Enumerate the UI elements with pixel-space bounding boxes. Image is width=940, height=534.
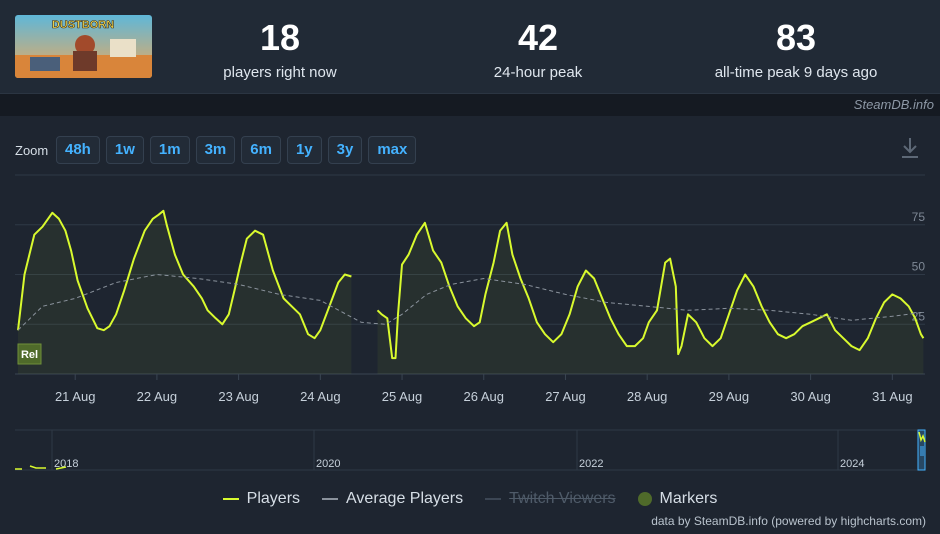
stat-label: players right now xyxy=(223,64,337,81)
stat-24h-peak: 42 24-hour peak xyxy=(428,17,648,82)
stat-label: all-time peak 9 days ago xyxy=(714,64,878,81)
navigator-tick-label: 2022 xyxy=(579,458,603,470)
y-tick-label: 50 xyxy=(912,260,926,274)
navigator-series-line xyxy=(15,465,67,470)
game-art-image: DUSTBORN xyxy=(15,15,152,78)
zoom-max-button[interactable]: max xyxy=(368,136,417,164)
x-tick-label: 30 Aug xyxy=(790,389,831,404)
game-thumbnail[interactable]: DUSTBORN xyxy=(15,15,152,78)
x-tick-label: 22 Aug xyxy=(137,389,178,404)
legend-players-swatch xyxy=(222,498,239,500)
x-tick-label: 21 Aug xyxy=(55,389,96,404)
x-tick-label: 29 Aug xyxy=(709,389,750,404)
zoom-1w-button[interactable]: 1w xyxy=(105,136,144,164)
steamdb-credit[interactable]: SteamDB.info xyxy=(853,97,934,112)
legend-markers-dot xyxy=(637,492,652,506)
navigator-grip-icon xyxy=(920,446,924,456)
stats-bar: DUSTBORN 18 players right now 42 24-hour… xyxy=(0,0,940,94)
navigator-tick-label: 2020 xyxy=(316,458,340,470)
players-line xyxy=(17,209,352,340)
zoom-1m-button[interactable]: 1m xyxy=(149,136,190,164)
release-marker xyxy=(17,343,42,365)
navigator-tick-label: 2024 xyxy=(840,458,864,470)
zoom-buttons: 48h 1w 1m 3m 6m 1y 3y max xyxy=(56,136,417,164)
x-tick-label: 25 Aug xyxy=(382,389,423,404)
players-area xyxy=(18,210,352,374)
legend-average-swatch xyxy=(322,498,339,500)
legend-markers-label: Markers xyxy=(659,490,718,507)
x-tick-label: 26 Aug xyxy=(464,389,505,404)
legend: Players Average Players Twitch Viewers M… xyxy=(0,490,940,508)
x-tick-label: 24 Aug xyxy=(300,389,341,404)
legend-average-label: Average Players xyxy=(346,490,464,507)
stat-value: 18 xyxy=(259,17,301,58)
svg-text:DUSTBORN: DUSTBORN xyxy=(52,19,114,31)
x-tick-label: 23 Aug xyxy=(218,389,259,404)
players-area xyxy=(377,222,924,374)
download-icon[interactable] xyxy=(900,136,920,160)
data-credit[interactable]: data by SteamDB.info (powered by highcha… xyxy=(651,514,926,528)
legend-markers[interactable]: Markers xyxy=(637,490,718,508)
y-tick-label: 75 xyxy=(912,210,926,224)
x-tick-label: 31 Aug xyxy=(872,389,913,404)
x-tick-label: 27 Aug xyxy=(545,389,586,404)
stat-label: 24-hour peak xyxy=(493,64,583,81)
stat-value: 83 xyxy=(775,17,817,58)
zoom-1y-button[interactable]: 1y xyxy=(286,136,322,164)
stat-all-time-peak: 83 all-time peak 9 days ago xyxy=(686,17,906,82)
legend-average[interactable]: Average Players xyxy=(322,490,463,508)
zoom-48h-button[interactable]: 48h xyxy=(56,136,100,164)
release-marker-label: Rel xyxy=(21,349,38,361)
navigator-recent-line xyxy=(918,431,926,443)
zoom-3m-button[interactable]: 3m xyxy=(195,136,236,164)
x-tick-label: 28 Aug xyxy=(627,389,668,404)
legend-twitch-swatch xyxy=(485,498,502,500)
stat-players-now: 18 players right now xyxy=(170,17,390,82)
zoom-3y-button[interactable]: 3y xyxy=(327,136,363,164)
zoom-label: Zoom xyxy=(15,143,49,158)
stat-value: 42 xyxy=(517,17,559,58)
legend-players[interactable]: Players xyxy=(222,490,301,508)
navigator-tick-label: 2018 xyxy=(54,458,78,470)
chart-panel: Zoom 48h 1w 1m 3m 6m 1y 3y max xyxy=(0,116,940,534)
players-line xyxy=(376,221,925,360)
legend-twitch[interactable]: Twitch Viewers xyxy=(485,490,616,508)
zoom-6m-button[interactable]: 6m xyxy=(241,136,281,164)
legend-players-label: Players xyxy=(246,490,301,507)
legend-twitch-label: Twitch Viewers xyxy=(509,490,616,507)
